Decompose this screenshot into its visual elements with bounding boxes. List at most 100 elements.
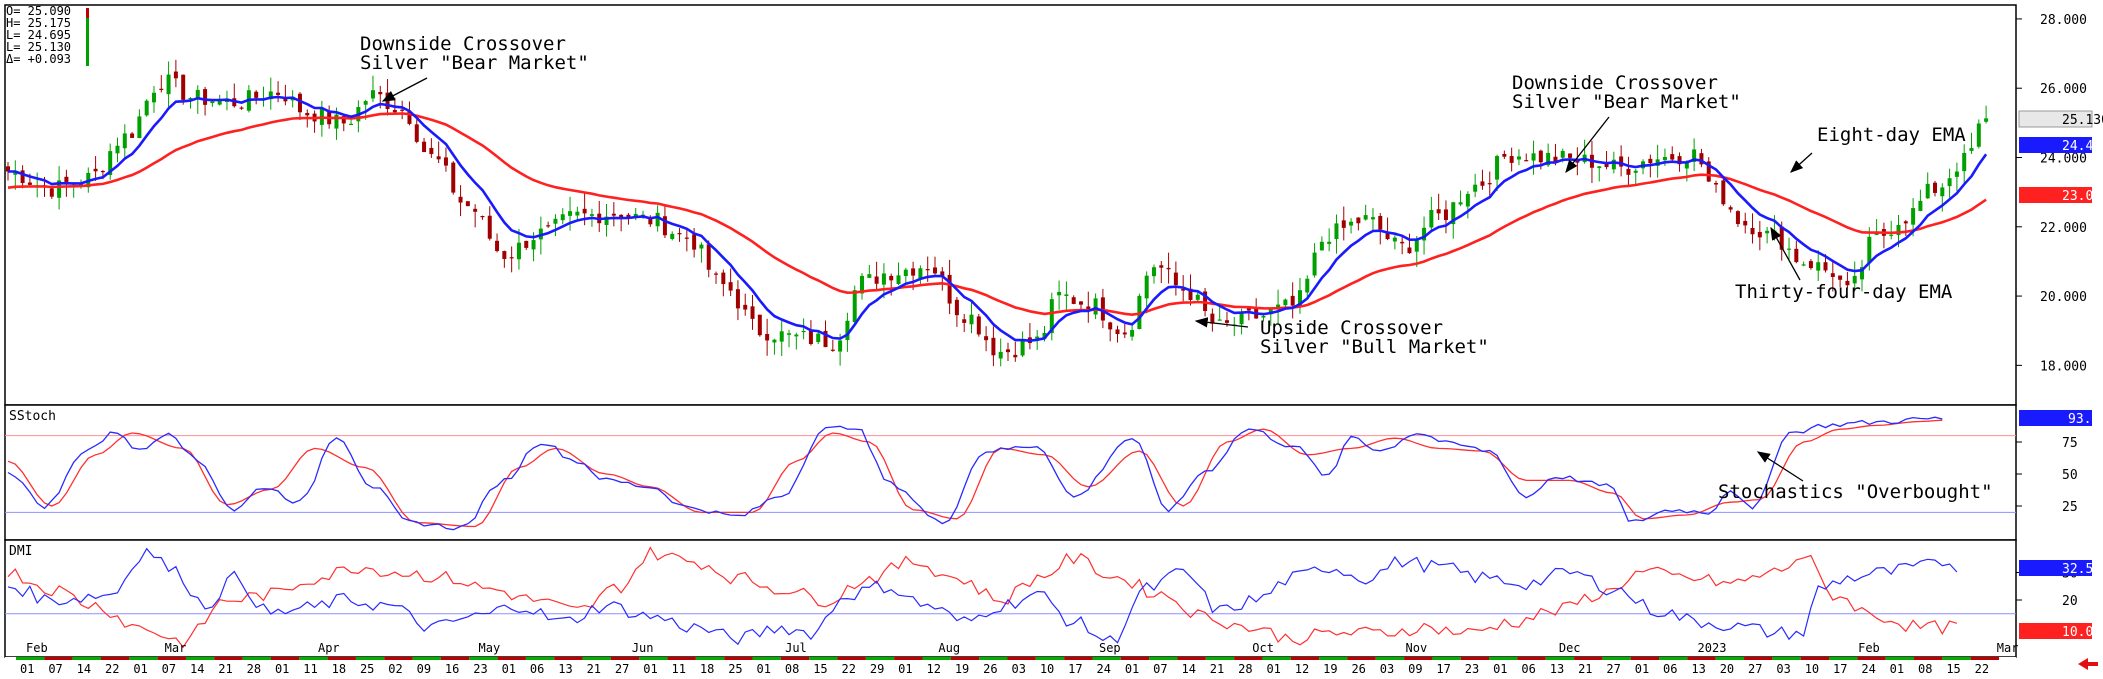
candle-body: [1794, 248, 1799, 263]
candle-body: [969, 314, 974, 325]
scroll-left-icon[interactable]: [2078, 658, 2098, 670]
candle-body: [1662, 156, 1667, 161]
candle-body: [1422, 227, 1427, 241]
candle-body: [1436, 209, 1441, 214]
candle-body: [1151, 267, 1156, 277]
x-day-label: 27: [1606, 662, 1620, 676]
x-day-strip: [610, 657, 640, 660]
x-day-label: 16: [445, 662, 459, 676]
annotation-downside-2-line1: Downside Crossover: [1512, 72, 1718, 94]
annotation-arrow-3: [1790, 152, 1813, 173]
candle-body: [64, 176, 69, 184]
x-day-strip: [16, 657, 45, 660]
price-y-tick-label: 24.000: [2040, 152, 2087, 167]
x-month-label: Dec: [1559, 641, 1581, 655]
stoch-y-tick-label: 25: [2062, 500, 2078, 515]
candle-body: [838, 340, 843, 352]
candle-body: [1166, 267, 1171, 270]
x-day-strip: [1687, 657, 1716, 660]
candle-body: [626, 214, 631, 218]
price-y-tick-label: 18.000: [2040, 359, 2087, 374]
x-day-strip: [1290, 657, 1320, 660]
dmi-plus-box: [2019, 560, 2092, 576]
candle-body: [1078, 301, 1083, 305]
x-day-label: 02: [388, 662, 402, 676]
annotation-stoch-overbought: Stochastics "Overbought": [1718, 481, 1993, 503]
x-day-strip: [1772, 657, 1801, 660]
x-day-strip: [129, 657, 158, 660]
x-day-strip: [752, 657, 781, 660]
annotation-upside-line1: Upside Crossover: [1260, 317, 1443, 339]
annotation-upside-line2: Silver "Bull Market": [1260, 336, 1489, 358]
candle-body: [1480, 181, 1485, 186]
candle-body: [998, 351, 1003, 359]
candle-body: [918, 268, 923, 279]
x-day-strip: [1517, 657, 1546, 660]
candle-body: [1283, 299, 1288, 306]
x-day-label: 24: [1861, 662, 1875, 676]
candle-body: [210, 101, 215, 104]
x-day-strip: [1857, 657, 1886, 660]
candle-body: [1093, 298, 1098, 315]
candle-body: [20, 170, 25, 184]
candle-body: [1765, 230, 1770, 234]
candle-body: [57, 180, 62, 198]
x-day-strip: [299, 657, 328, 660]
candle-body: [1290, 295, 1295, 306]
x-day-strip: [1885, 657, 1915, 660]
candle-body: [735, 289, 740, 309]
candle-body: [757, 314, 762, 336]
candle-body: [509, 257, 514, 259]
x-day-strip: [1942, 657, 1971, 660]
candle-body: [1918, 200, 1923, 211]
candle-body: [429, 147, 434, 155]
x-month-label: Aug: [938, 641, 960, 655]
candle-body: [1035, 336, 1040, 341]
candle-body: [743, 304, 748, 310]
candle-body: [1356, 217, 1361, 224]
x-day-strip: [44, 657, 73, 660]
candle-body: [1706, 161, 1711, 182]
x-day-label: 21: [1210, 662, 1224, 676]
x-day-strip: [1007, 657, 1036, 660]
x-day-label: 17: [1068, 662, 1082, 676]
x-day-strip: [327, 657, 356, 660]
x-day-strip: [1149, 657, 1178, 660]
candle-body: [1925, 183, 1930, 199]
candle-body: [1473, 184, 1478, 192]
x-day-label: 01: [133, 662, 147, 676]
annotations: Downside Crossover Silver "Bear Market" …: [360, 33, 1993, 503]
candle-body: [1933, 182, 1938, 193]
candle-body: [801, 330, 806, 333]
x-day-label: 01: [643, 662, 657, 676]
x-month-label: Sep: [1099, 641, 1121, 655]
candle-body: [1838, 275, 1843, 280]
candle-body: [984, 336, 989, 341]
x-day-label: 14: [77, 662, 91, 676]
x-day-label: 20: [1720, 662, 1734, 676]
candle-body: [860, 275, 865, 294]
x-day-label: 09: [417, 662, 431, 676]
candle-body: [874, 276, 879, 284]
candle-body: [1721, 180, 1726, 205]
candle-body: [1546, 152, 1551, 166]
candle-body: [1757, 231, 1762, 238]
candle-body: [1808, 261, 1813, 269]
candle-body: [662, 216, 667, 236]
candle-body: [1677, 156, 1682, 165]
x-day-label: 01: [20, 662, 34, 676]
candle-body: [122, 133, 127, 149]
candle-body: [1108, 322, 1113, 330]
candle-body: [1984, 118, 1989, 122]
x-day-strip: [1064, 657, 1093, 660]
candle-body: [940, 271, 945, 277]
x-day-strip: [384, 657, 413, 660]
dmi-plot: [5, 546, 2016, 649]
candle-body: [370, 90, 375, 99]
candle-body: [1086, 306, 1091, 312]
x-day-label: 26: [1351, 662, 1365, 676]
price-value-boxes: 25.130 24.425 23.032 93.3 32.54 10.03: [2018, 110, 2103, 640]
candle-body: [1619, 156, 1624, 167]
candle-body: [684, 237, 689, 239]
candle-body: [903, 269, 908, 277]
